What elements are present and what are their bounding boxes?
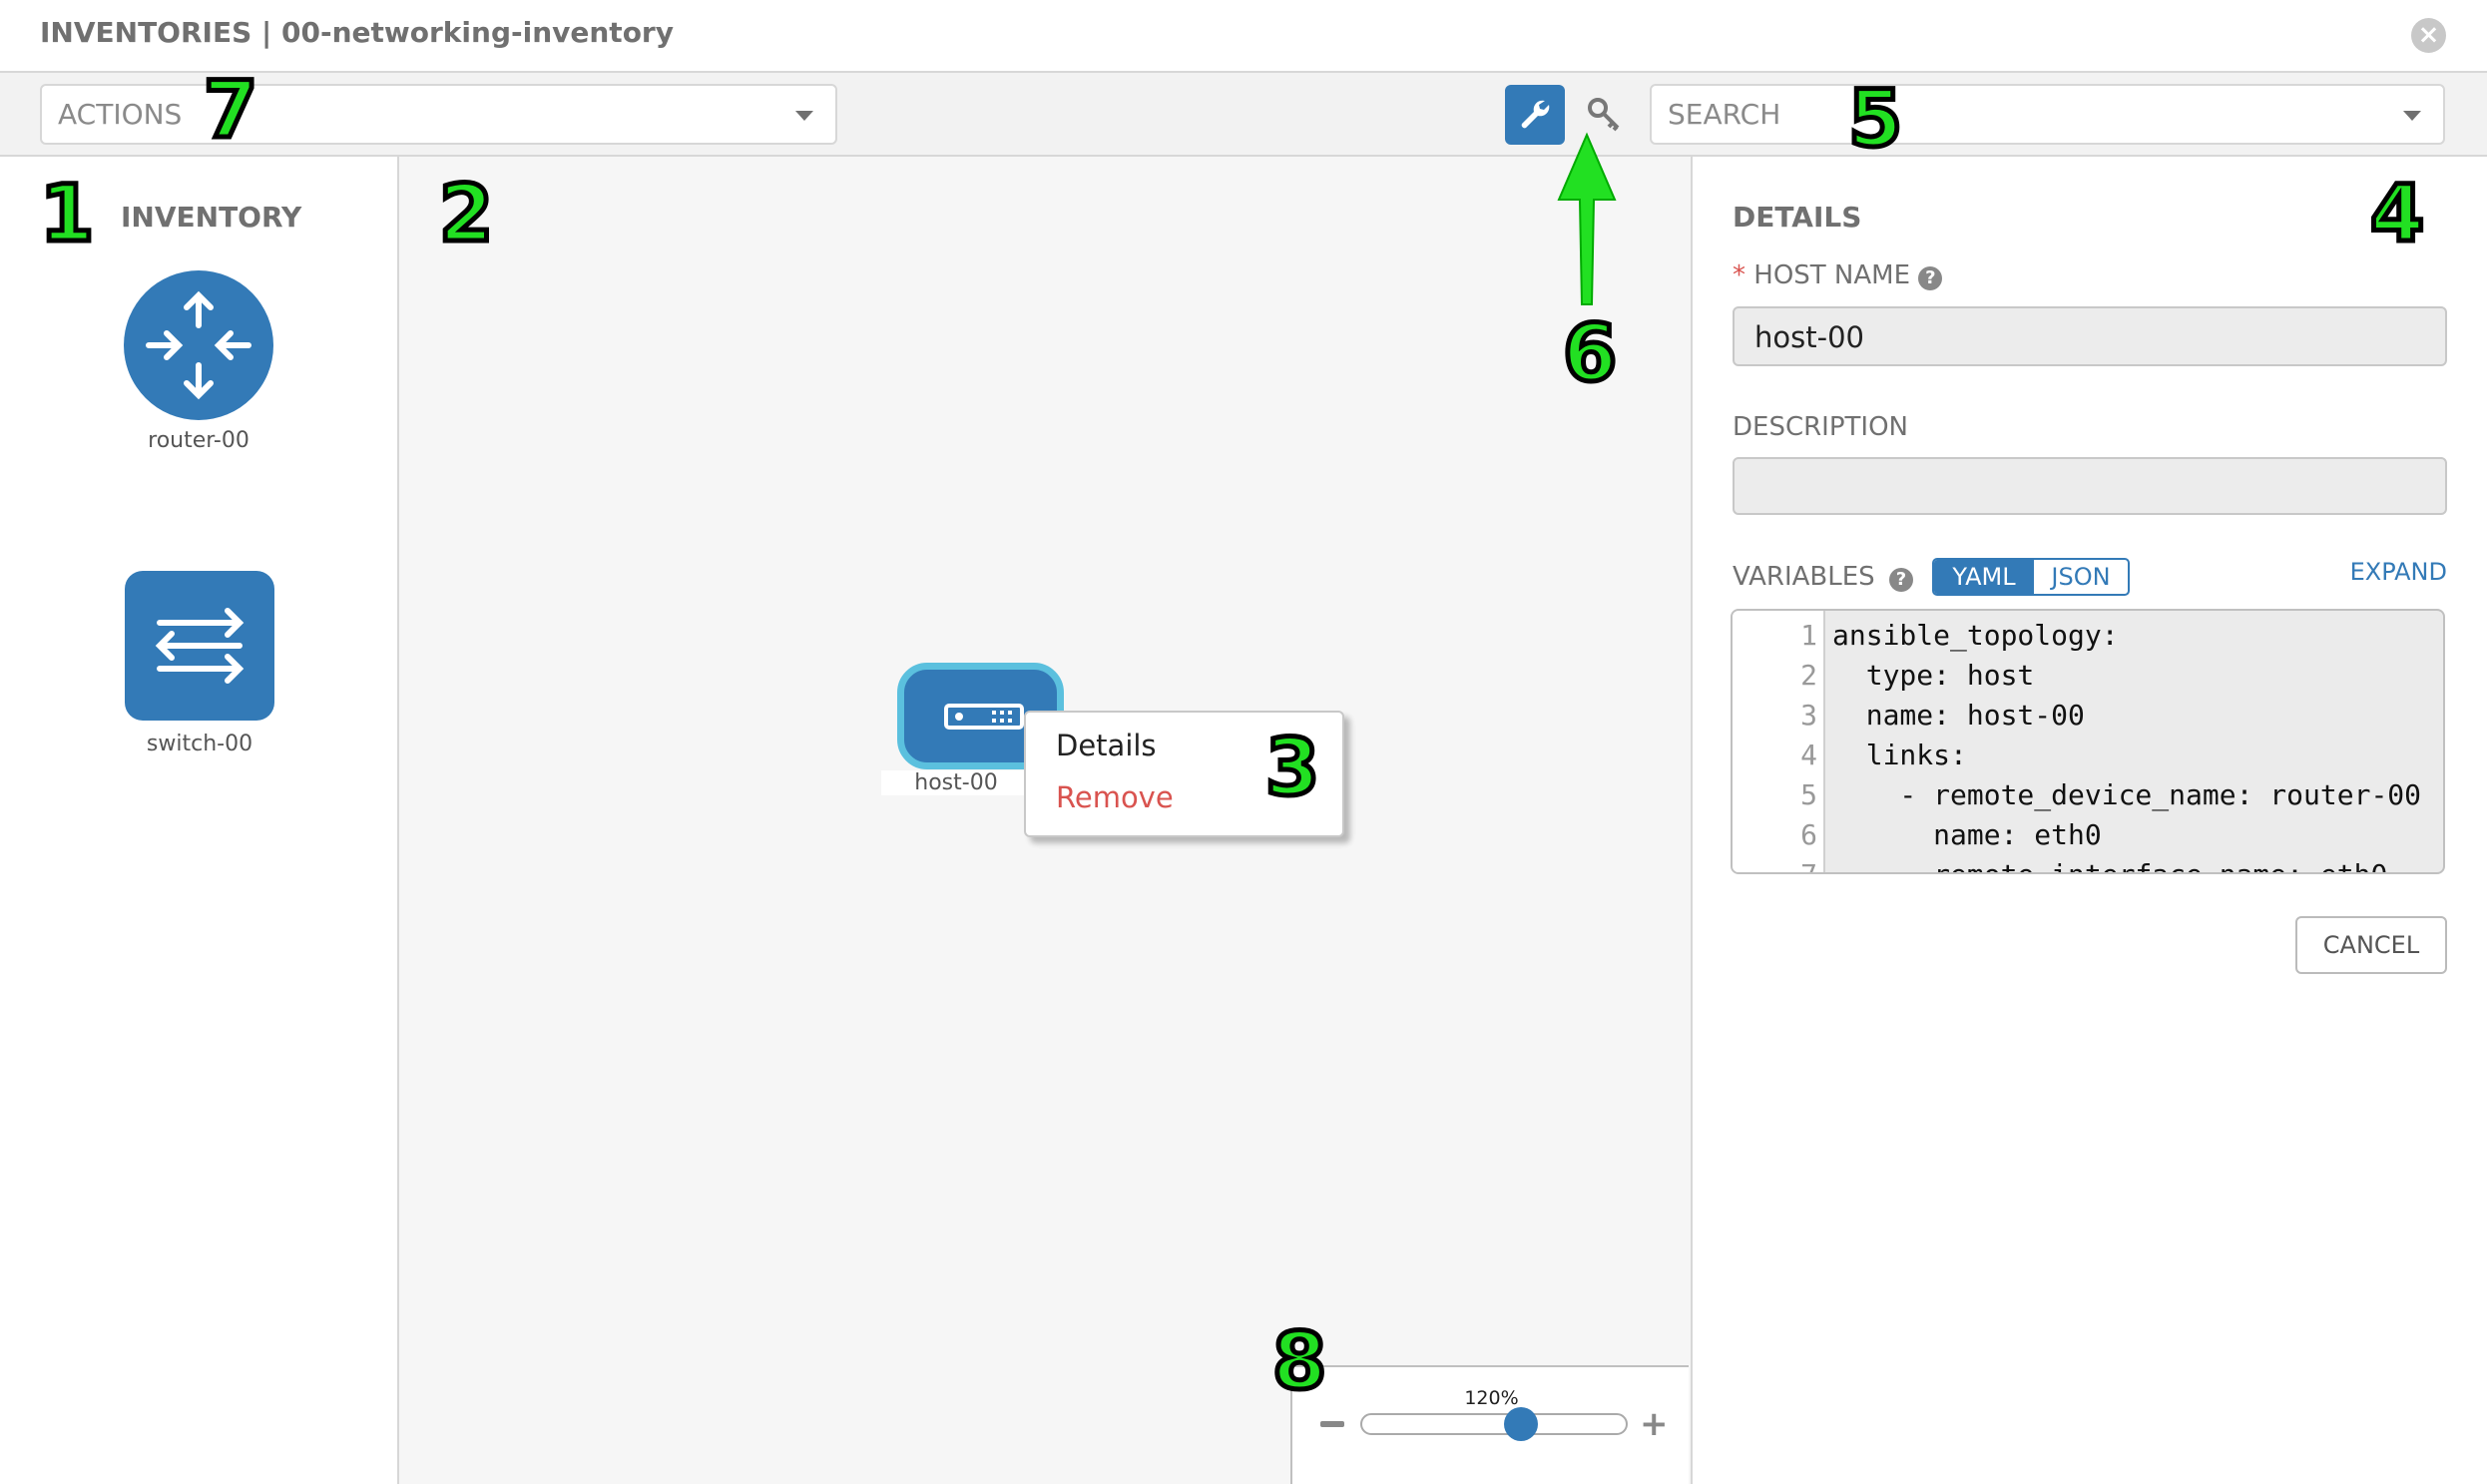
annotation-1: 1	[37, 168, 96, 262]
variables-label-text: VARIABLES	[1733, 562, 1875, 592]
code-line: - remote_device_name: router-00	[1832, 778, 2422, 811]
host-name-label-text: HOST NAME	[1753, 260, 1911, 290]
code-line: links:	[1832, 739, 1967, 771]
code-line: ansible_topology:	[1832, 619, 2119, 652]
zoom-slider[interactable]	[1360, 1413, 1628, 1435]
code-line: remote_interface_name: eth0	[1832, 858, 2387, 872]
code-line: type: host	[1832, 659, 2035, 692]
wrench-icon	[1521, 100, 1550, 129]
switch-icon	[155, 608, 245, 684]
router-label: router-00	[148, 428, 249, 453]
annotation-2: 2	[436, 168, 495, 262]
line-number: 7	[1800, 858, 1817, 872]
key-button[interactable]	[1585, 95, 1625, 135]
zoom-slider-thumb[interactable]	[1504, 1407, 1538, 1441]
annotation-5: 5	[1845, 73, 1904, 168]
help-icon[interactable]: ?	[1888, 568, 1913, 592]
annotation-7: 7	[201, 64, 259, 159]
host-server-icon	[944, 704, 1024, 730]
annotation-4: 4	[2367, 168, 2426, 262]
line-number: 5	[1800, 778, 1817, 811]
search-placeholder: SEARCH	[1668, 98, 1781, 131]
chevron-down-icon	[795, 111, 813, 121]
toolbar: ACTIONS SEARCH	[0, 73, 2487, 157]
sidebar-item-switch[interactable]	[125, 571, 274, 721]
variables-editor[interactable]: 1 2 3 4 5 6 7 ansible_topology: type: ho…	[1731, 609, 2445, 874]
line-number: 1	[1800, 619, 1817, 652]
toggle-json[interactable]: JSON	[2051, 563, 2111, 591]
line-gutter: 1 2 3 4 5 6 7	[1733, 611, 1825, 872]
expand-link[interactable]: EXPAND	[2349, 558, 2447, 586]
router-icon	[146, 290, 251, 400]
sidebar-item-router[interactable]	[124, 270, 273, 420]
cancel-button[interactable]: CANCEL	[2295, 916, 2447, 974]
zoom-control: 120% +	[1290, 1365, 1689, 1484]
format-toggle: YAML JSON	[1932, 558, 2130, 596]
annotation-6: 6	[1560, 307, 1619, 402]
title-bar: INVENTORIES | 00-networking-inventory ×	[0, 0, 2487, 73]
actions-placeholder: ACTIONS	[58, 98, 183, 131]
close-icon[interactable]: ×	[2411, 18, 2446, 53]
code-line: name: host-00	[1832, 699, 2085, 732]
host-label: host-00	[881, 770, 1031, 795]
variables-label: VARIABLES ?	[1733, 562, 1913, 592]
details-heading: DETAILS	[1733, 201, 1862, 234]
host-name-input[interactable]: host-00	[1733, 306, 2447, 366]
actions-dropdown[interactable]: ACTIONS	[40, 84, 837, 145]
annotation-arrow-icon	[1557, 132, 1617, 305]
zoom-in-icon[interactable]: +	[1640, 1404, 1669, 1444]
line-number: 6	[1800, 818, 1817, 851]
zoom-level: 120%	[1464, 1387, 1519, 1409]
line-number: 4	[1800, 739, 1817, 771]
description-label: DESCRIPTION	[1733, 412, 1908, 442]
context-menu: Details Remove	[1024, 711, 1344, 837]
inventory-heading: INVENTORY	[121, 201, 302, 234]
search-dropdown[interactable]: SEARCH	[1650, 84, 2445, 145]
switch-label: switch-00	[146, 732, 253, 756]
annotation-3: 3	[1262, 722, 1321, 816]
menu-item-details[interactable]: Details	[1056, 729, 1157, 762]
toggle-yaml[interactable]: YAML	[1934, 560, 2034, 594]
inventory-sidebar: INVENTORY router-00 switch-00	[0, 157, 399, 1484]
wrench-button[interactable]	[1505, 85, 1565, 145]
help-icon[interactable]: ?	[1918, 266, 1943, 290]
chevron-down-icon	[2403, 111, 2421, 121]
key-icon	[1588, 98, 1620, 132]
zoom-out-icon[interactable]	[1320, 1421, 1344, 1427]
line-number: 3	[1800, 699, 1817, 732]
menu-item-remove[interactable]: Remove	[1056, 780, 1174, 814]
description-input[interactable]	[1733, 457, 2447, 515]
line-number: 2	[1800, 659, 1817, 692]
annotation-8: 8	[1269, 1315, 1328, 1410]
page-title: INVENTORIES | 00-networking-inventory	[40, 16, 674, 49]
host-name-label: * HOST NAME ?	[1733, 260, 1943, 290]
code-line: name: eth0	[1832, 818, 2102, 851]
